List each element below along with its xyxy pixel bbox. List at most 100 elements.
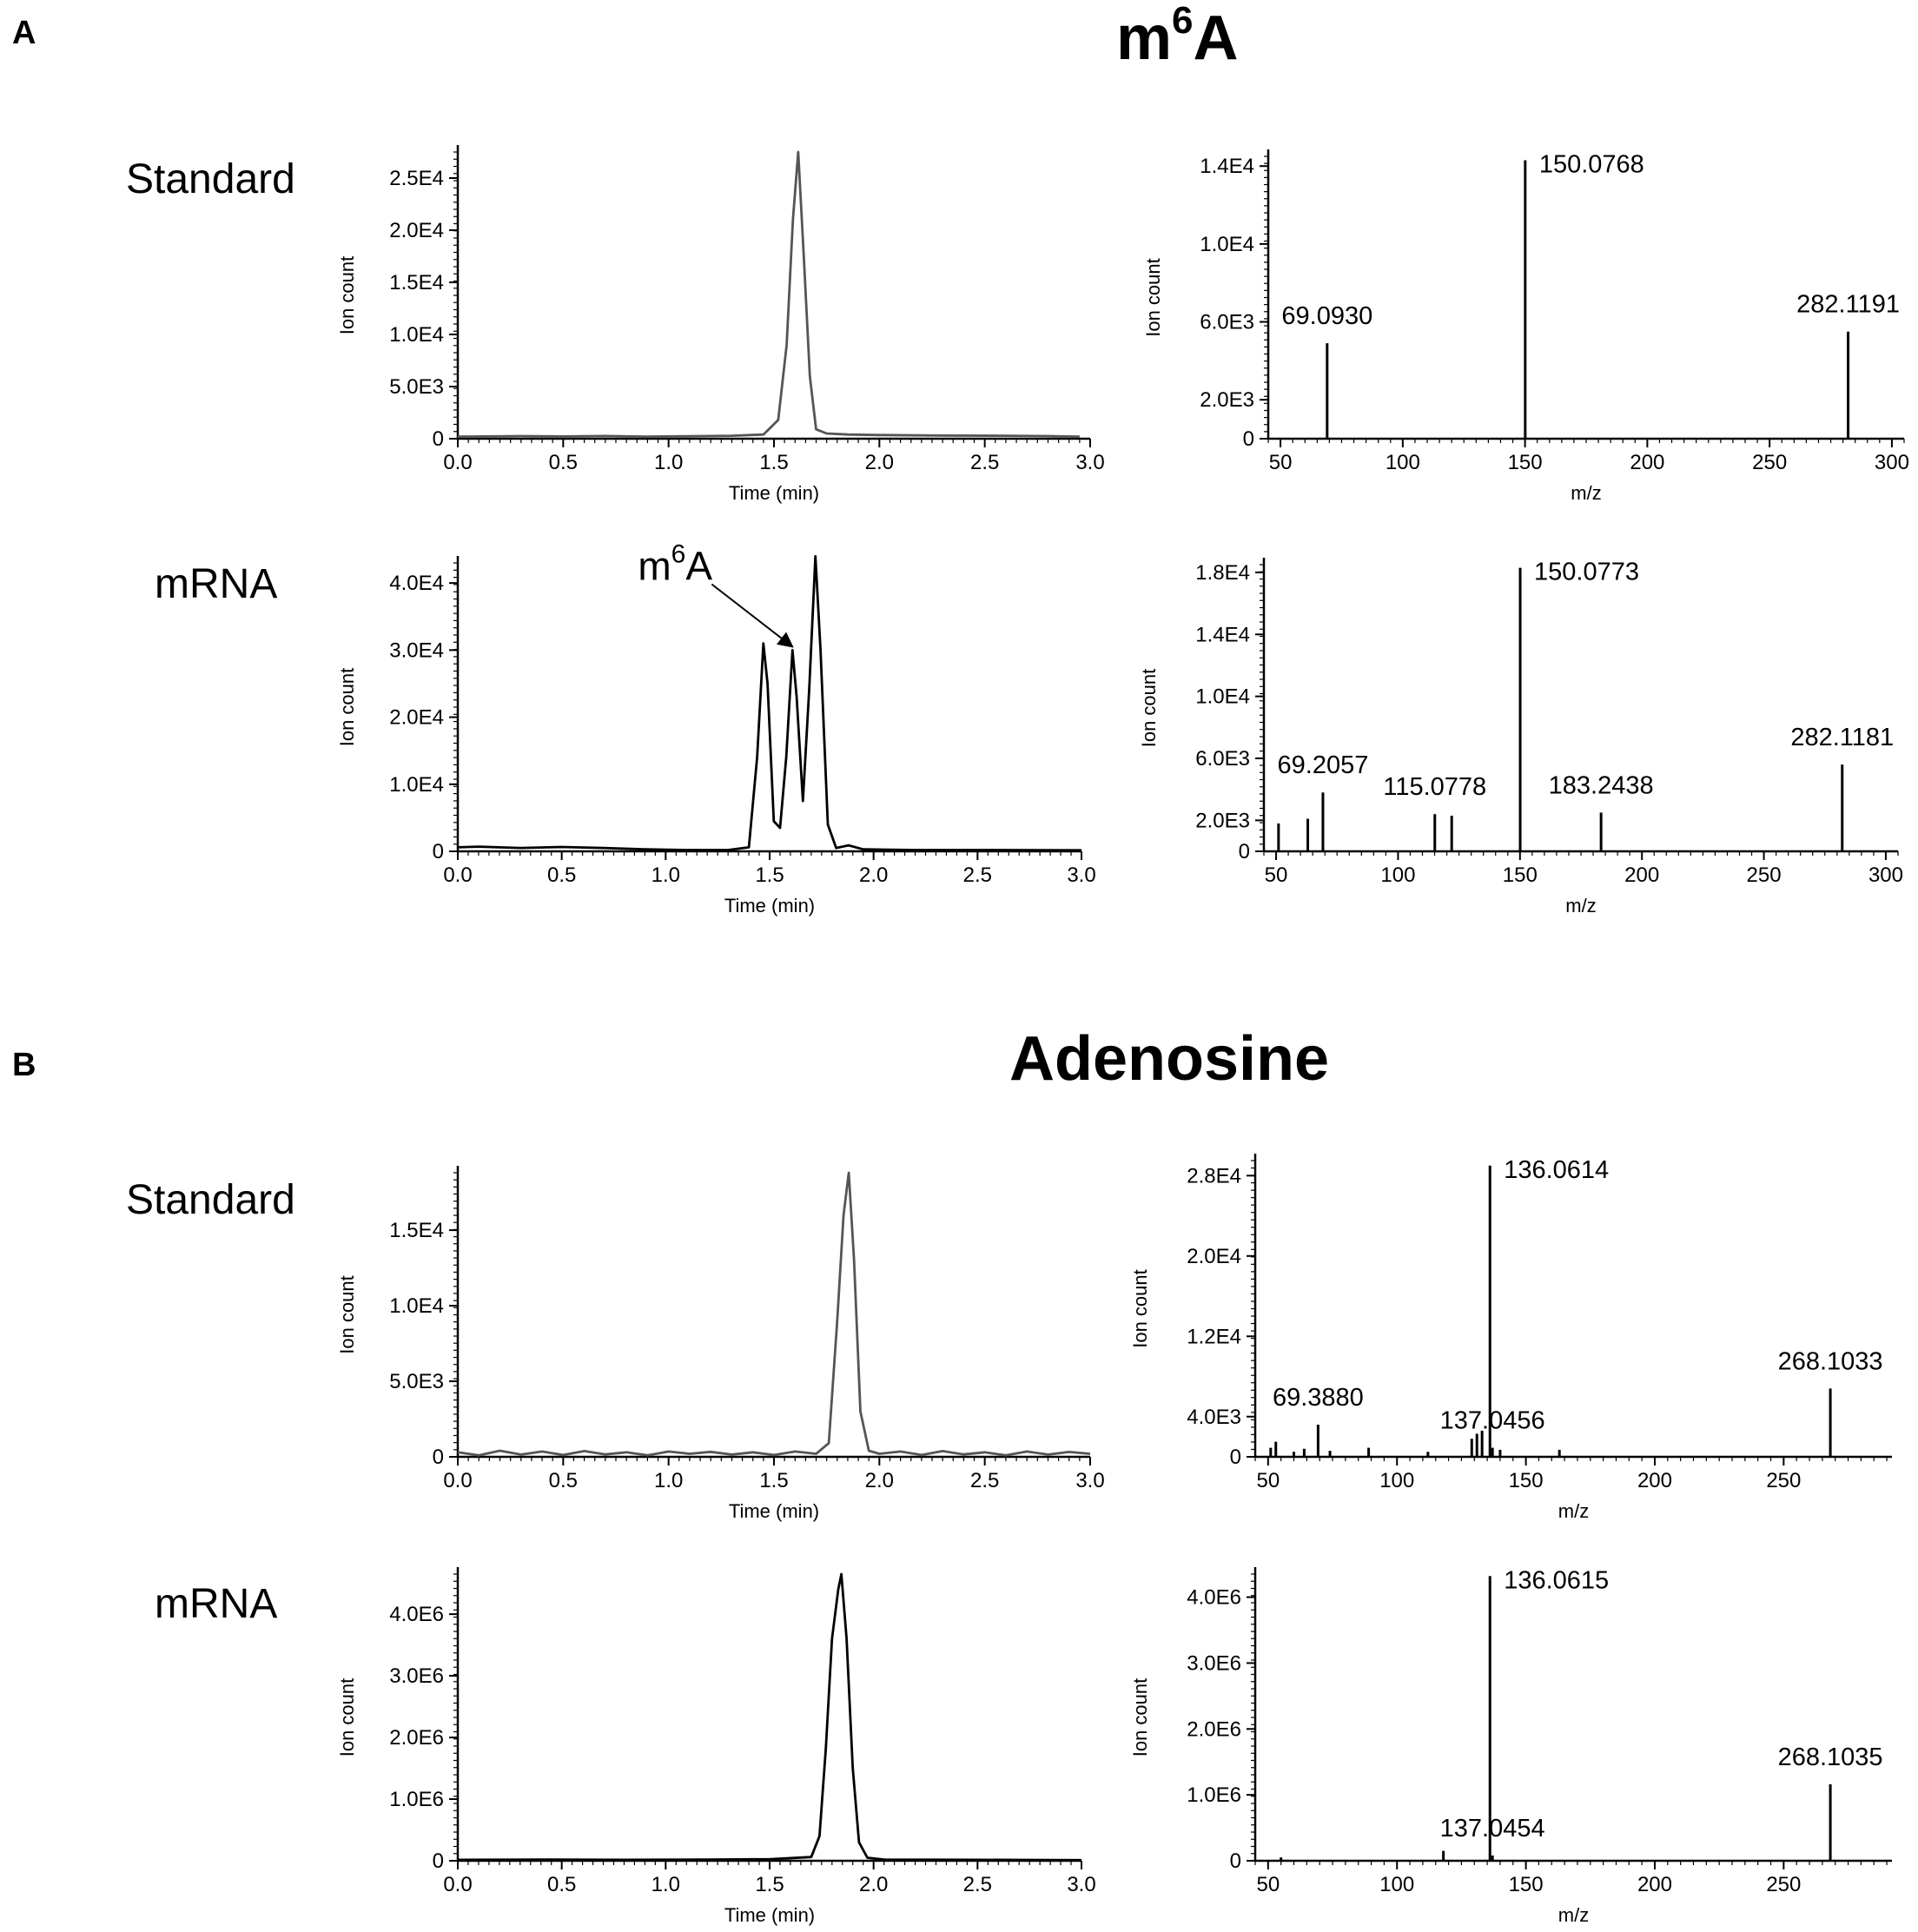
y-tick-label: 6.0E3 [1195, 747, 1250, 771]
peak-label: 137.0456 [1440, 1407, 1545, 1435]
y-tick-label: 6.0E3 [1200, 311, 1254, 334]
x-tick-label: 1.0 [651, 1873, 680, 1896]
y-tick-label: 5.0E3 [389, 1370, 444, 1393]
x-tick-label: 0.5 [549, 451, 578, 474]
y-tick-label: 0 [1243, 427, 1254, 451]
y-tick-label: 0 [1230, 1849, 1241, 1873]
x-tick-label: 0.5 [547, 863, 576, 887]
chart-b-mrna-chromatogram: 0.0 0.5 1.0 1.5 2.0 2.5 3.0 0 1.0E6 2.0E6 3.0E6 4.0… [336, 1567, 1096, 1926]
chart-a-standard-chromatogram: 0.0 0.5 1.0 1.5 2.0 2.5 3.0 0 5.0E3 1.0E4 1.5E4 2.0… [336, 145, 1105, 504]
x-axis-title: m/z [1571, 482, 1601, 504]
y-tick-label: 2.0E4 [389, 219, 444, 242]
annotation-label-main: m [638, 544, 671, 589]
x-tick-label: 0.0 [443, 1873, 472, 1896]
x-tick-label: 3.0 [1067, 863, 1095, 887]
y-axis-title: Ion count [336, 1678, 358, 1757]
y-axis-title: Ion count [336, 1275, 358, 1354]
x-tick-label: 2.5 [963, 863, 992, 887]
panel-title-a-sup: 6 [1172, 0, 1193, 42]
y-tick-label: 3.0E6 [389, 1664, 444, 1688]
x-tick-label: 100 [1379, 1469, 1414, 1492]
x-tick-label: 150 [1508, 451, 1543, 474]
y-axis-title: Ion count [1142, 258, 1164, 337]
peak-label: 268.1035 [1778, 1743, 1883, 1771]
x-tick-label: 3.0 [1067, 1873, 1095, 1896]
x-tick-label: 50 [1256, 1873, 1280, 1896]
y-tick-label: 4.0E4 [389, 572, 444, 595]
y-tick-label: 1.4E4 [1195, 623, 1250, 646]
y-tick-label: 2.0E6 [1187, 1717, 1241, 1741]
row-label-b-mrna: mRNA [155, 1581, 277, 1627]
x-axis-title: m/z [1558, 1500, 1589, 1522]
y-tick-label: 2.0E4 [1187, 1245, 1241, 1268]
x-tick-label: 1.5 [755, 863, 784, 887]
chromatogram-trace [457, 150, 1080, 439]
panel-letter-a: A [12, 15, 36, 51]
y-tick-label: 0 [433, 1849, 444, 1873]
x-tick-label: 2.5 [970, 451, 999, 474]
y-tick-label: 1.5E4 [389, 1219, 444, 1242]
x-tick-label: 200 [1630, 451, 1664, 474]
chart-b-standard-mass-spectrum: 50 100 150 200 250 0 4.0E3 1.2E4 2.0E4 2.8E4 m/z Io… [1129, 1154, 1892, 1522]
x-tick-label: 1.0 [654, 1469, 683, 1492]
x-tick-label: 0.5 [547, 1873, 576, 1896]
peak-label: 136.0615 [1504, 1566, 1609, 1594]
x-tick-label: 2.5 [970, 1469, 999, 1492]
peak-label: 115.0778 [1383, 773, 1486, 801]
peak-label: 150.0768 [1539, 150, 1644, 178]
annotation-label-tail: A [685, 544, 712, 589]
x-tick-label: 2.0 [859, 1873, 888, 1896]
x-tick-label: 2.0 [865, 451, 894, 474]
annotation-arrow [711, 583, 794, 648]
y-tick-label: 1.2E4 [1187, 1325, 1241, 1348]
x-tick-label: 100 [1379, 1873, 1414, 1896]
peak-label: 183.2438 [1549, 771, 1654, 799]
x-tick-label: 250 [1752, 451, 1787, 474]
chart-a-mrna-chromatogram: 0.0 0.5 1.0 1.5 2.0 2.5 3.0 0 1.0E4 2.0E4 3.0E4 4.0… [336, 540, 1096, 916]
x-tick-label: 0.0 [443, 1469, 472, 1492]
x-tick-label: 0.0 [443, 451, 472, 474]
x-tick-label: 200 [1624, 863, 1659, 887]
x-tick-label: 1.5 [759, 1469, 788, 1492]
x-tick-label: 1.0 [651, 863, 680, 887]
annotation-label-sup: 6 [671, 540, 686, 569]
chart-b-mrna-mass-spectrum: 50 100 150 200 250 0 1.0E6 2.0E6 3.0E6 4.0E6 m/z Io… [1129, 1566, 1892, 1926]
x-tick-label: 250 [1747, 863, 1782, 887]
y-tick-label: 4.0E6 [389, 1603, 444, 1626]
y-axis-title: Ion count [1138, 669, 1160, 748]
x-tick-label: 1.5 [755, 1873, 784, 1896]
y-tick-label: 1.5E4 [389, 271, 444, 294]
peak-label: 69.0930 [1281, 302, 1372, 330]
x-tick-label: 2.0 [865, 1469, 894, 1492]
y-tick-label: 1.0E4 [389, 1294, 444, 1318]
panel-title-a-tail: A [1194, 3, 1239, 73]
x-axis-title: m/z [1558, 1904, 1589, 1926]
peak-label: 268.1033 [1778, 1347, 1883, 1375]
y-tick-label: 2.0E3 [1200, 388, 1254, 412]
x-tick-label: 150 [1509, 1873, 1544, 1896]
y-tick-label: 4.0E3 [1187, 1406, 1241, 1429]
x-tick-label: 0.5 [549, 1469, 578, 1492]
chromatogram-trace [457, 1572, 1082, 1862]
y-tick-label: 4.0E6 [1187, 1586, 1241, 1610]
y-tick-label: 2.0E6 [389, 1726, 444, 1750]
y-tick-label: 1.0E6 [1187, 1783, 1241, 1807]
y-tick-label: 1.0E4 [389, 323, 444, 347]
peak-label: 69.2057 [1278, 751, 1369, 779]
x-tick-label: 200 [1637, 1469, 1672, 1492]
y-tick-label: 1.0E4 [1195, 685, 1250, 709]
row-label-a-mrna: mRNA [155, 561, 277, 607]
x-tick-label: 1.5 [759, 451, 788, 474]
y-tick-label: 3.0E4 [389, 638, 444, 662]
y-tick-label: 1.0E4 [389, 773, 444, 797]
y-tick-label: 1.0E6 [389, 1788, 444, 1811]
y-tick-label: 0 [433, 840, 444, 863]
peak-label: 69.3880 [1273, 1384, 1364, 1412]
panel-title-b: Adenosine [1009, 1024, 1329, 1094]
x-tick-label: 300 [1868, 863, 1903, 887]
chromatogram-trace [457, 554, 1082, 852]
x-tick-label: 200 [1637, 1873, 1672, 1896]
x-tick-label: 100 [1380, 863, 1415, 887]
y-tick-label: 1.0E4 [1200, 233, 1254, 256]
